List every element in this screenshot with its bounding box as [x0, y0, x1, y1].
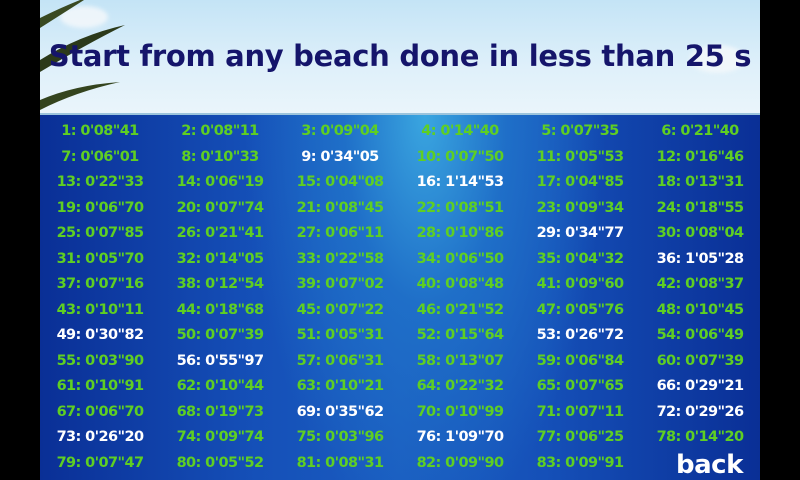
beach-time-21: 21: 0'08"45	[296, 199, 384, 216]
beach-time-66: 66: 0'29"21	[656, 378, 744, 394]
beach-time-54: 54: 0'06"49	[656, 327, 744, 343]
beach-time-15: 15: 0'04"08	[296, 174, 384, 190]
beach-time-1: 1: 0'08"41	[61, 123, 139, 139]
beach-time-41: 41: 0'09"60	[536, 276, 624, 292]
beach-time-70: 70: 0'10"99	[416, 403, 504, 420]
beach-time-35: 35: 0'04"32	[536, 250, 624, 267]
beach-time-76: 76: 1'09"70	[416, 429, 504, 445]
beach-time-8: 8: 0'10"33	[181, 148, 259, 165]
beach-time-80: 80: 0'05"52	[176, 454, 264, 471]
beach-time-7: 7: 0'06"01	[61, 148, 139, 165]
beach-time-82: 82: 0'09"90	[416, 454, 504, 471]
grass-decoration	[40, 0, 125, 110]
header-sky: Start from any beach done in less than 2…	[40, 0, 760, 115]
beach-time-31: 31: 0'05"70	[56, 250, 144, 267]
beach-time-29: 29: 0'34"77	[536, 225, 624, 241]
beach-time-30: 30: 0'08"04	[656, 225, 744, 241]
beach-time-72: 72: 0'29"26	[656, 403, 744, 420]
beach-time-71: 71: 0'07"11	[536, 403, 624, 420]
beach-time-4: 4: 0'14"40	[421, 123, 499, 139]
beach-time-46: 46: 0'21"52	[416, 301, 504, 318]
beach-time-2: 2: 0'08"11	[181, 123, 259, 139]
beach-time-49: 49: 0'30"82	[56, 327, 144, 343]
beach-time-78: 78: 0'14"20	[656, 429, 744, 445]
beach-time-36: 36: 1'05"28	[656, 250, 744, 267]
beach-time-13: 13: 0'22"33	[56, 174, 144, 190]
beach-time-32: 32: 0'14"05	[176, 250, 264, 267]
beach-time-64: 64: 0'22"32	[416, 378, 504, 394]
beach-time-61: 61: 0'10"91	[56, 378, 144, 394]
beach-time-55: 55: 0'03"90	[56, 352, 144, 369]
beach-time-44: 44: 0'18"68	[176, 301, 264, 318]
page-title: Start from any beach done in less than 2…	[48, 39, 752, 73]
beach-time-47: 47: 0'05"76	[536, 301, 624, 318]
beach-time-25: 25: 0'07"85	[56, 225, 144, 241]
back-button[interactable]: back	[676, 450, 743, 480]
beach-time-50: 50: 0'07"39	[176, 327, 264, 343]
beach-time-75: 75: 0'03"96	[296, 429, 384, 445]
beach-time-27: 27: 0'06"11	[296, 225, 384, 241]
beach-time-26: 26: 0'21"41	[176, 225, 264, 241]
beach-time-9: 9: 0'34"05	[301, 148, 379, 165]
beach-time-38: 38: 0'12"54	[176, 276, 264, 292]
beach-time-59: 59: 0'06"84	[536, 352, 624, 369]
beach-time-14: 14: 0'06"19	[176, 174, 264, 190]
game-screen: Start from any beach done in less than 2…	[40, 0, 760, 480]
beach-time-23: 23: 0'09"34	[536, 199, 624, 216]
beach-time-77: 77: 0'06"25	[536, 429, 624, 445]
beach-time-3: 3: 0'09"04	[301, 123, 379, 139]
beach-time-79: 79: 0'07"47	[56, 454, 144, 471]
beach-time-68: 68: 0'19"73	[176, 403, 264, 420]
times-board: 1: 0'08"41 2: 0'08"11 3: 0'09"04 4: 0'14"40…	[40, 115, 760, 480]
beach-time-56: 56: 0'55"97	[176, 352, 264, 369]
beach-time-81: 81: 0'08"31	[296, 454, 384, 471]
beach-time-83: 83: 0'09"91	[536, 454, 624, 471]
beach-time-67: 67: 0'06"70	[56, 403, 144, 420]
beach-time-40: 40: 0'08"48	[416, 276, 504, 292]
beach-time-24: 24: 0'18"55	[656, 199, 744, 216]
beach-time-16: 16: 1'14"53	[416, 174, 504, 190]
beach-time-45: 45: 0'07"22	[296, 301, 384, 318]
beach-time-12: 12: 0'16"46	[656, 148, 744, 165]
beach-time-39: 39: 0'07"02	[296, 276, 384, 292]
beach-time-28: 28: 0'10"86	[416, 225, 504, 241]
beach-time-10: 10: 0'07"50	[416, 148, 504, 165]
beach-time-33: 33: 0'22"58	[296, 250, 384, 267]
beach-time-42: 42: 0'08"37	[656, 276, 744, 292]
beach-time-43: 43: 0'10"11	[56, 301, 144, 318]
beach-time-17: 17: 0'04"85	[536, 174, 624, 190]
beach-time-63: 63: 0'10"21	[296, 378, 384, 394]
beach-time-57: 57: 0'06"31	[296, 352, 384, 369]
beach-time-5: 5: 0'07"35	[541, 123, 619, 139]
beach-time-22: 22: 0'08"51	[416, 199, 504, 216]
beach-time-52: 52: 0'15"64	[416, 327, 504, 343]
beach-time-6: 6: 0'21"40	[661, 123, 739, 139]
beach-time-60: 60: 0'07"39	[656, 352, 744, 369]
beach-time-65: 65: 0'07"65	[536, 378, 624, 394]
beach-time-51: 51: 0'05"31	[296, 327, 384, 343]
cloud	[690, 45, 745, 73]
beach-time-53: 53: 0'26"72	[536, 327, 624, 343]
beach-time-58: 58: 0'13"07	[416, 352, 504, 369]
beach-time-20: 20: 0'07"74	[176, 199, 264, 216]
beach-time-37: 37: 0'07"16	[56, 276, 144, 292]
cloud	[60, 6, 108, 28]
beach-time-73: 73: 0'26"20	[56, 429, 144, 445]
beach-time-11: 11: 0'05"53	[536, 148, 624, 165]
beach-time-69: 69: 0'35"62	[296, 403, 384, 420]
beach-time-48: 48: 0'10"45	[656, 301, 744, 318]
beach-time-19: 19: 0'06"70	[56, 199, 144, 216]
beach-time-62: 62: 0'10"44	[176, 378, 264, 394]
beach-time-74: 74: 0'09"74	[176, 429, 264, 445]
beach-time-18: 18: 0'13"31	[656, 174, 744, 190]
beach-time-34: 34: 0'06"50	[416, 250, 504, 267]
